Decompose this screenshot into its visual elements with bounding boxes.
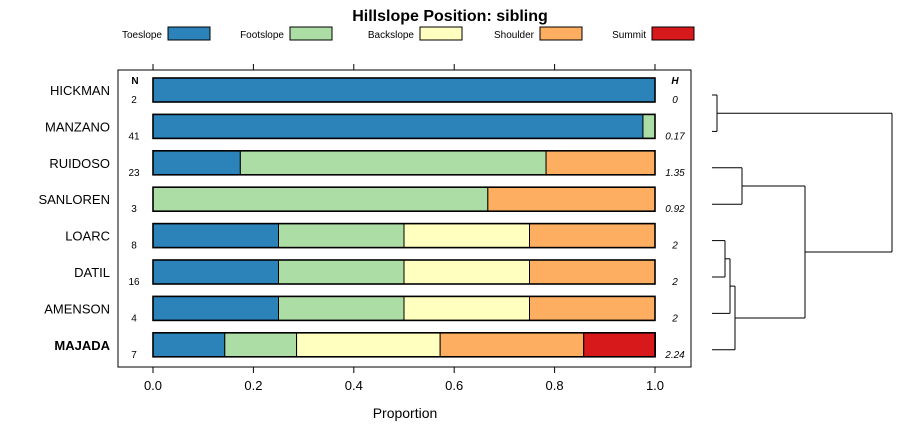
- row-n-value: 16: [128, 277, 140, 288]
- bar-segment-backslope: [403, 259, 530, 285]
- row-label: MANZANO: [45, 119, 110, 134]
- bar-segment-toeslope: [152, 259, 279, 285]
- row-n-value: 3: [131, 204, 137, 215]
- x-tick-label: 0.4: [345, 378, 363, 393]
- row-h-value: 2: [671, 241, 678, 252]
- bar-segment-toeslope: [152, 150, 241, 176]
- bar-outline: [152, 77, 656, 103]
- bar-segment-footslope: [278, 223, 405, 249]
- legend-label-summit: Summit: [612, 30, 646, 41]
- row-label: RUIDOSO: [49, 156, 110, 171]
- bar-segment-toeslope: [152, 113, 644, 139]
- bar-segment-shoulder: [545, 150, 656, 176]
- row-loarc: LOARC 8 2: [65, 222, 678, 252]
- row-label: AMENSON: [44, 301, 110, 316]
- bar-segment-shoulder: [439, 332, 585, 358]
- row-label: HICKMAN: [50, 83, 110, 98]
- bar-segment-footslope: [239, 150, 547, 176]
- row-label: DATIL: [74, 265, 110, 280]
- x-tick-label: 0.8: [546, 378, 564, 393]
- row-h-value: 0.92: [665, 204, 685, 215]
- legend-label-backslope: Backslope: [368, 30, 415, 41]
- legend-label-footslope: Footslope: [240, 30, 284, 41]
- bar-segment-toeslope: [152, 295, 279, 321]
- legend-swatch-backslope: [419, 26, 463, 41]
- x-tick-label: 0.6: [445, 378, 463, 393]
- bar-segment-footslope: [642, 113, 656, 139]
- x-axis: 0.0 0.2 0.4 0.6 0.8 1.0: [144, 64, 664, 393]
- x-tick-label: 1.0: [646, 378, 664, 393]
- row-label: SANLOREN: [38, 192, 110, 207]
- legend-swatch-footslope: [289, 26, 333, 41]
- bar-segment-shoulder: [487, 186, 656, 212]
- row-ruidoso: RUIDOSO 23 1.35: [49, 150, 685, 179]
- legend-swatch-summit: [651, 26, 695, 41]
- bar-outline: [152, 222, 656, 249]
- dendrogram: [712, 94, 893, 351]
- bar-segment-footslope: [152, 186, 489, 212]
- bar-outline: [152, 259, 656, 285]
- h-header: H: [671, 76, 679, 87]
- legend: Toeslope Footslope Backslope Shoulder Summit: [122, 26, 695, 41]
- x-axis-label: Proportion: [373, 405, 438, 421]
- chart-title: Hillslope Position: sibling: [352, 8, 548, 25]
- n-header: N: [131, 76, 138, 87]
- row-datil: DATIL 16 2: [74, 259, 678, 288]
- legend-swatch-shoulder: [539, 26, 583, 41]
- row-label: LOARC: [65, 229, 110, 244]
- bar-segment-footslope: [278, 259, 405, 285]
- row-n-value: 2: [131, 95, 137, 106]
- row-label: MAJADA: [54, 338, 110, 353]
- bar-segment-summit: [583, 332, 657, 358]
- bar-segment-footslope: [224, 332, 298, 358]
- bar-segment-shoulder: [529, 259, 656, 285]
- row-h-value: 2.24: [664, 350, 685, 361]
- bar-segment-toeslope: [152, 332, 226, 358]
- row-h-value: 1.35: [665, 168, 685, 179]
- bar-outline: [152, 331, 656, 358]
- row-h-value: 0: [672, 95, 678, 106]
- row-manzano: MANZANO 41 0.17: [45, 113, 685, 142]
- bar-segment-backslope: [296, 332, 441, 358]
- x-tick-label: 0.2: [244, 378, 262, 393]
- bar-outline: [152, 186, 656, 212]
- row-n-value: 23: [128, 168, 140, 179]
- row-majada: MAJADA 7 2.24: [54, 331, 685, 361]
- bar-segment-toeslope: [152, 223, 279, 249]
- bar-outline: [152, 150, 656, 176]
- bar-outline: [152, 295, 656, 322]
- bar-segment-footslope: [278, 295, 405, 321]
- plot-frame: [117, 69, 692, 368]
- bar-outline: [152, 113, 656, 140]
- legend-label-toeslope: Toeslope: [122, 30, 162, 41]
- bar-segment-shoulder: [529, 223, 656, 249]
- row-n-value: 7: [131, 350, 137, 361]
- legend-swatch-toeslope: [167, 26, 211, 41]
- row-n-value: 8: [131, 241, 137, 252]
- row-h-value: 0.17: [665, 131, 685, 142]
- bar-segment-toeslope: [152, 77, 656, 103]
- row-n-value: 4: [131, 313, 137, 324]
- row-h-value: 2: [671, 313, 678, 324]
- row-amenson: AMENSON 4 2: [44, 295, 678, 324]
- bar-segment-shoulder: [529, 295, 656, 321]
- x-tick-label: 0.0: [144, 378, 162, 393]
- row-h-value: 2: [671, 277, 678, 288]
- bar-segment-backslope: [403, 223, 530, 249]
- row-hickman: HICKMAN 2 0: [50, 77, 678, 106]
- row-n-value: 41: [128, 131, 140, 142]
- row-sanloren: SANLOREN 3 0.92: [38, 186, 685, 215]
- legend-label-shoulder: Shoulder: [494, 30, 535, 41]
- bar-segment-backslope: [403, 295, 530, 321]
